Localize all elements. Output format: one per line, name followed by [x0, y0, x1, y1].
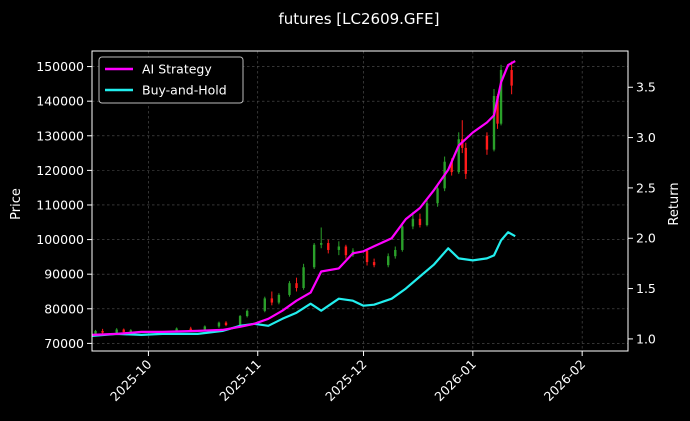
- candle-body: [411, 218, 415, 227]
- y-tick-label-left: 80000: [44, 301, 84, 316]
- y-tick-label-left: 150000: [36, 59, 84, 74]
- candle-body: [115, 329, 118, 333]
- y-tick-label-right: 3.5: [636, 80, 656, 95]
- y-tick-label-left: 120000: [36, 163, 84, 178]
- y-tick-label-left: 110000: [36, 197, 84, 212]
- legend-box: [98, 56, 244, 104]
- candle-body: [302, 267, 305, 289]
- candle-body: [327, 243, 330, 250]
- candle-body: [288, 283, 291, 295]
- candle-body: [238, 316, 242, 326]
- plot-frame: [91, 50, 629, 352]
- candle-body: [436, 188, 439, 204]
- candle-body: [496, 95, 499, 124]
- candle-body: [499, 70, 503, 124]
- y-tick-label-left: 140000: [36, 94, 84, 109]
- grid: [92, 51, 628, 351]
- candle-body: [217, 322, 221, 327]
- candle-body: [394, 249, 397, 257]
- candle-body: [401, 226, 404, 250]
- series-lines: [91, 60, 516, 337]
- candle-body: [485, 135, 489, 150]
- candle-body: [510, 70, 513, 86]
- candle-body: [189, 328, 192, 331]
- candle-body: [450, 161, 453, 173]
- y-tick-label-right: 3.0: [636, 130, 656, 145]
- chart-title: futures [LC2609.GFE]: [278, 10, 439, 28]
- candle-body: [175, 328, 178, 332]
- y-axis-label-left: Price: [9, 188, 24, 220]
- y-tick-label-right: 1.5: [636, 281, 656, 296]
- candle-body: [365, 250, 369, 263]
- candle-body: [101, 330, 104, 333]
- candle-body: [245, 310, 249, 317]
- candle-body: [457, 139, 460, 173]
- series-line-buy-and-hold: [91, 231, 516, 337]
- candle-body: [320, 243, 323, 245]
- candle-body: [387, 256, 390, 266]
- legend-label: AI Strategy: [142, 62, 212, 77]
- y-tick-label-right: 1.0: [636, 331, 656, 346]
- legend: AI Strategy Buy-and-Hold: [98, 56, 244, 104]
- candle-body: [464, 147, 467, 174]
- candle-body: [425, 203, 429, 226]
- series-line-ai-strategy: [91, 60, 516, 336]
- candle-body: [344, 246, 348, 256]
- candle-body: [122, 329, 125, 332]
- candle-body: [263, 298, 266, 311]
- legend-label: Buy-and-Hold: [142, 83, 227, 98]
- candle-body: [295, 283, 298, 289]
- candle-body: [94, 330, 97, 335]
- y-tick-label-left: 90000: [44, 267, 84, 282]
- y-tick-label-left: 70000: [44, 336, 84, 351]
- candle-body: [129, 330, 132, 332]
- y-tick-label-left: 130000: [36, 128, 84, 143]
- candle-body: [224, 322, 228, 326]
- candle-body: [312, 244, 316, 268]
- candle-body: [277, 294, 281, 303]
- y-tick-label-right: 2.5: [636, 180, 656, 195]
- candle-body: [372, 262, 376, 266]
- candle-body: [337, 246, 341, 250]
- candle-body: [203, 326, 207, 331]
- candle-body: [492, 95, 496, 150]
- y-axis-label-right: Return: [667, 182, 682, 225]
- y-tick-label-right: 2.0: [636, 231, 656, 246]
- candle-body: [270, 298, 274, 303]
- candle-body: [418, 218, 422, 226]
- y-tick-label-left: 100000: [36, 232, 84, 247]
